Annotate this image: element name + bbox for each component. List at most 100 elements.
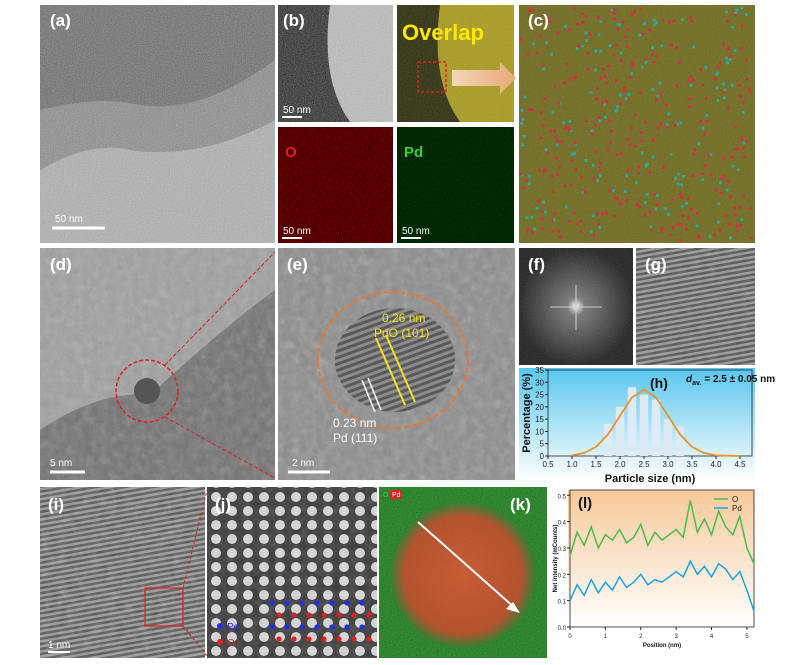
- element-dot: [675, 84, 679, 88]
- element-dot: [530, 231, 535, 235]
- element-dot: [580, 20, 584, 25]
- element-dot: [608, 141, 613, 145]
- element-dot: [660, 44, 664, 48]
- element-dot: [716, 220, 721, 224]
- element-dot: [740, 23, 744, 28]
- element-dot: [573, 168, 578, 172]
- element-dot: [748, 206, 752, 211]
- element-dot: [727, 105, 731, 109]
- element-dot: [551, 229, 555, 233]
- element-dot: [665, 122, 669, 126]
- element-dot: [674, 46, 679, 50]
- element-dot: [591, 213, 595, 218]
- element-dot: [673, 123, 677, 127]
- element-dot: [671, 225, 675, 229]
- x-tick-label: 4.0: [710, 460, 722, 469]
- panel-label: (d): [50, 255, 72, 274]
- element-dot: [563, 81, 567, 85]
- chart-background: [568, 490, 754, 627]
- element-dot: [677, 60, 681, 65]
- element-dot: [672, 19, 676, 23]
- element-dot: [572, 211, 576, 215]
- element-dot: [544, 41, 549, 45]
- element-dot: [698, 119, 703, 124]
- atom-dot: [314, 600, 320, 606]
- bar: [627, 387, 637, 456]
- element-dot: [633, 144, 637, 148]
- element-dot: [563, 126, 567, 130]
- element-dot: [599, 49, 603, 53]
- element-dot: [520, 37, 524, 41]
- scale-bar-label: 5 nm: [50, 458, 72, 469]
- element-dot: [634, 181, 638, 185]
- element-dot: [538, 136, 543, 140]
- y-tick-label: 15: [535, 415, 544, 424]
- element-dot: [525, 229, 529, 233]
- element-dot: [716, 98, 720, 103]
- element-dot: [567, 219, 572, 224]
- map-label: Pd: [404, 144, 423, 161]
- element-dot: [584, 158, 588, 163]
- annotation: 0.23 nm: [333, 416, 376, 430]
- element-dot: [689, 208, 693, 212]
- element-dot: [579, 219, 583, 223]
- element-dot: [557, 101, 561, 105]
- element-dot: [626, 169, 630, 173]
- element-dot: [645, 192, 649, 196]
- element-dot: [722, 82, 726, 86]
- atom-dot: [306, 636, 312, 642]
- element-dot: [572, 7, 577, 11]
- panel-label: (c): [528, 11, 549, 30]
- panel-label: (f): [528, 255, 545, 274]
- element-dot: [527, 8, 531, 12]
- atom-dot: [329, 624, 335, 630]
- element-dot: [615, 105, 619, 109]
- element-dot: [689, 19, 694, 23]
- element-dot: [648, 171, 652, 175]
- element-dot: [660, 226, 664, 230]
- element-dot: [597, 116, 602, 120]
- element-dot: [546, 16, 550, 21]
- element-dot: [739, 135, 743, 140]
- element-dot: [558, 235, 563, 239]
- element-dot: [537, 168, 541, 173]
- element-dot: [651, 87, 655, 92]
- element-dot: [573, 151, 577, 156]
- element-dot: [680, 204, 684, 209]
- element-dot: [637, 172, 641, 176]
- atom-dot: [336, 636, 342, 642]
- atom-dot: [359, 624, 365, 630]
- element-dot: [552, 212, 556, 216]
- panel-label: (a): [50, 11, 71, 30]
- element-dot: [591, 163, 595, 168]
- element-dot: [560, 140, 564, 144]
- element-dot: [745, 77, 749, 81]
- panel-label: (k): [510, 495, 531, 514]
- element-dot: [643, 200, 648, 204]
- element-dot: [526, 53, 530, 57]
- element-dot: [648, 228, 653, 232]
- x-tick-label: 1.0: [566, 460, 578, 469]
- annotation-part: av.: [692, 380, 701, 387]
- element-dot: [596, 222, 601, 226]
- fit-curve: [571, 388, 741, 457]
- y-tick-label: 0.4: [558, 521, 567, 527]
- element-dot: [520, 108, 524, 112]
- element-dot: [556, 139, 560, 143]
- element-dot: [738, 94, 742, 98]
- y-tick-label: 20: [535, 403, 544, 412]
- element-dot: [659, 122, 663, 126]
- scale-bar-label: 1 nm: [48, 640, 70, 651]
- element-dot: [638, 7, 643, 11]
- y-tick-label: 35: [535, 366, 544, 375]
- y-axis-label: Net intensity (mCounts): [553, 525, 559, 593]
- element-dot: [591, 132, 595, 136]
- element-dot: [722, 174, 726, 178]
- element-dot: [612, 53, 616, 57]
- element-dot: [619, 51, 623, 55]
- element-dot: [647, 28, 652, 32]
- element-dot: [724, 213, 728, 217]
- element-dot: [625, 198, 629, 202]
- element-dot: [684, 201, 689, 205]
- element-dot: [643, 213, 647, 217]
